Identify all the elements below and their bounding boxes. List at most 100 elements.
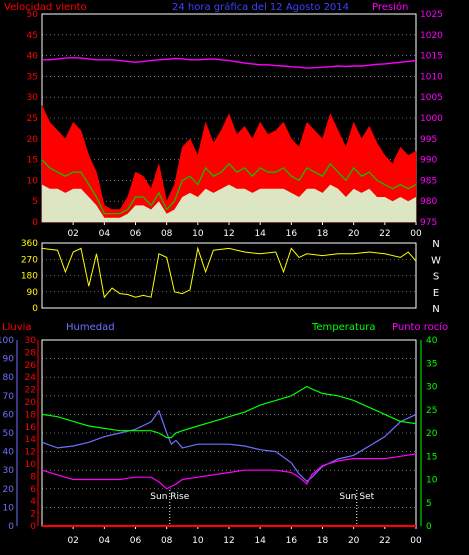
x-tick-label: 14 xyxy=(254,536,266,546)
humidity-tick-label: 50 xyxy=(3,429,15,439)
temperature-tick-label: 0 xyxy=(426,522,432,532)
x-tick-label: 16 xyxy=(286,536,298,546)
pressure-tick-label: 1015 xyxy=(420,52,443,62)
pressure-tick-label: 995 xyxy=(420,135,437,145)
rain-tick-label: 28 xyxy=(25,348,37,358)
compass-label: W xyxy=(431,255,441,266)
direction-tick-label: 360 xyxy=(21,239,38,249)
x-tick-label: 20 xyxy=(348,229,360,239)
humidity-tick-label: 0 xyxy=(8,522,14,532)
x-tick-label: 08 xyxy=(161,536,173,546)
sunrise-label: Sun Rise xyxy=(150,492,189,502)
wind-tick-label: 50 xyxy=(27,10,39,20)
x-tick-label: 06 xyxy=(130,229,142,239)
pressure-tick-label: 1000 xyxy=(420,114,443,124)
rain-tick-label: 10 xyxy=(25,460,37,470)
wind-tick-label: 25 xyxy=(27,114,38,124)
wind-tick-label: 35 xyxy=(27,72,38,82)
x-tick-label: 02 xyxy=(67,536,78,546)
x-tick-label: 08 xyxy=(161,229,173,239)
x-tick-label: 16 xyxy=(286,229,298,239)
rain-tick-label: 30 xyxy=(25,336,37,346)
humidity-line xyxy=(41,409,417,483)
humidity-tick-label: 100 xyxy=(0,336,14,346)
wind-tick-label: 10 xyxy=(27,176,39,186)
humidity-temperature-panel: 0102030405060708090100024681012141618202… xyxy=(0,336,438,546)
x-tick-label: 18 xyxy=(317,536,329,546)
compass-label: S xyxy=(433,272,439,283)
wind-tick-label: 45 xyxy=(27,31,38,41)
humidity-tick-label: 30 xyxy=(3,466,15,476)
compass-label: N xyxy=(432,239,439,250)
x-tick-label: 12 xyxy=(223,229,234,239)
x-tick-label: 04 xyxy=(99,536,111,546)
rain-tick-label: 6 xyxy=(30,485,36,495)
x-tick-label: 04 xyxy=(99,229,111,239)
wind-tick-label: 5 xyxy=(32,197,38,207)
pressure-tick-label: 1005 xyxy=(420,93,443,103)
rain-tick-label: 14 xyxy=(25,435,37,445)
temperature-tick-label: 25 xyxy=(426,406,437,416)
humidity-tick-label: 90 xyxy=(3,355,15,365)
wind-tick-label: 15 xyxy=(27,156,38,166)
temperature-tick-label: 10 xyxy=(426,476,438,486)
compass-label: N xyxy=(432,304,439,315)
x-tick-label: 02 xyxy=(67,229,78,239)
wind-axis-label: Velocidad viento xyxy=(4,2,87,13)
chart-title: 24 hora gráfica del 12 Agosto 2014 xyxy=(172,1,349,13)
wind-speed-area xyxy=(42,184,416,222)
x-tick-label: 18 xyxy=(317,229,329,239)
pressure-tick-label: 985 xyxy=(420,176,437,186)
humidity-tick-label: 40 xyxy=(3,448,15,458)
direction-tick-label: 270 xyxy=(21,255,38,265)
humidity-tick-label: 10 xyxy=(3,503,15,513)
x-tick-label: 14 xyxy=(254,229,266,239)
temperature-line xyxy=(41,385,417,439)
humidity-axis-label: Humedad xyxy=(66,322,115,333)
rain-tick-label: 0 xyxy=(30,522,36,532)
humidity-tick-label: 60 xyxy=(3,410,15,420)
wind-pressure-panel: 0510152025303540455097598098599099510001… xyxy=(27,10,444,239)
pressure-tick-label: 1010 xyxy=(420,72,443,82)
dewpoint-axis-label: Punto rocío xyxy=(392,321,448,333)
pressure-tick-label: 980 xyxy=(420,197,437,207)
x-tick-label: 06 xyxy=(130,536,142,546)
pressure-tick-label: 975 xyxy=(420,218,437,228)
pressure-line xyxy=(42,56,417,69)
wind-tick-label: 20 xyxy=(27,135,39,145)
humidity-tick-label: 80 xyxy=(3,373,15,383)
rain-axis-label: Lluvia xyxy=(2,322,32,333)
wind-tick-label: 40 xyxy=(27,52,39,62)
pressure-tick-label: 1020 xyxy=(420,31,443,41)
x-tick-label: 12 xyxy=(223,536,234,546)
rain-tick-label: 8 xyxy=(30,472,36,482)
pressure-tick-label: 990 xyxy=(420,156,437,166)
humidity-tick-label: 70 xyxy=(3,392,15,402)
x-tick-label: 20 xyxy=(348,536,360,546)
temperature-axis-label: Temperatura xyxy=(311,322,376,333)
x-tick-label: 00 xyxy=(410,536,422,546)
x-tick-label: 00 xyxy=(410,229,422,239)
humidity-tick-label: 20 xyxy=(3,485,15,495)
wind-average-line xyxy=(41,159,417,215)
temperature-tick-label: 40 xyxy=(426,336,438,346)
sunset-label: Sun Set xyxy=(339,492,374,502)
direction-tick-label: 180 xyxy=(21,272,38,282)
x-tick-label: 22 xyxy=(379,536,390,546)
rain-tick-label: 24 xyxy=(25,373,37,383)
dewpoint-line xyxy=(41,453,417,490)
temperature-tick-label: 15 xyxy=(426,452,437,462)
rain-tick-label: 18 xyxy=(25,410,37,420)
rain-tick-label: 16 xyxy=(25,423,37,433)
temperature-tick-label: 35 xyxy=(426,359,437,369)
rain-tick-label: 20 xyxy=(25,398,37,408)
direction-tick-label: 0 xyxy=(32,304,38,314)
rain-tick-label: 26 xyxy=(25,361,37,371)
temperature-tick-label: 5 xyxy=(426,499,432,509)
x-tick-label: 10 xyxy=(192,229,204,239)
x-tick-label: 10 xyxy=(192,536,204,546)
direction-tick-label: 90 xyxy=(27,288,39,298)
temperature-tick-label: 20 xyxy=(426,429,438,439)
